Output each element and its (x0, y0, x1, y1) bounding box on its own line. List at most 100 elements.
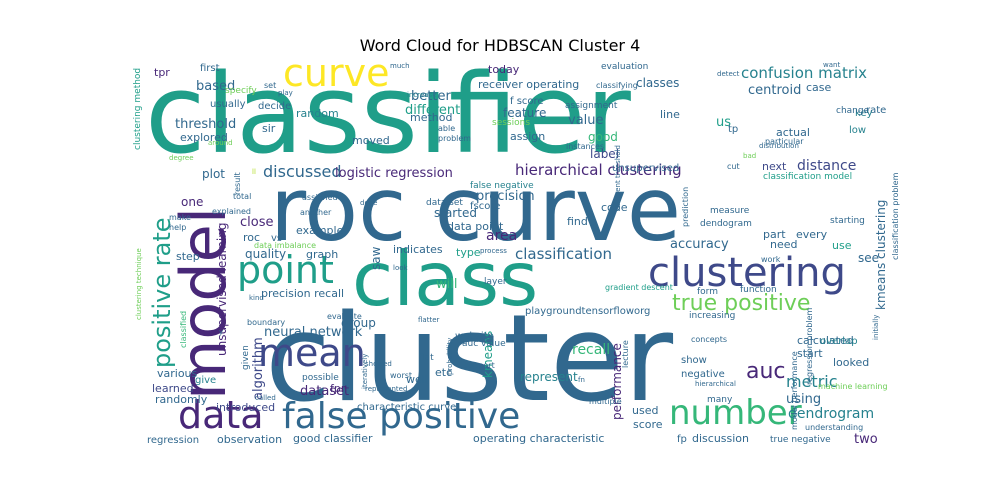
word-assignment: assignment (565, 101, 618, 111)
word-feature: feature (503, 106, 546, 120)
word-today: today (488, 63, 520, 76)
word-every: every (796, 228, 828, 241)
word-different: different (405, 103, 460, 118)
word-actual: actual (776, 126, 810, 139)
word-want: want (823, 61, 840, 69)
word-method: method (410, 111, 452, 124)
word-vs: vs (271, 233, 282, 244)
word-help: help (169, 223, 186, 232)
word-show: show (681, 355, 707, 366)
word-detect: detect (717, 70, 740, 78)
word-machine-learning: machine learning (818, 382, 888, 391)
word-play: play (278, 89, 293, 97)
cloud-background (120, 60, 890, 450)
word-rate: rate (866, 105, 886, 116)
word-data: data (178, 393, 264, 437)
word-regression: regression (147, 435, 199, 446)
word-data-imbalance: data imbalance (254, 241, 316, 250)
word-metric: metric (786, 372, 838, 391)
word-algorithm: algorithm (251, 337, 266, 400)
word-classification-problem: classification problem (891, 172, 900, 260)
word-false-negative: false negative (470, 181, 534, 191)
word-unsupervised-learning: unsupervised learning (215, 223, 229, 356)
word-work: work (761, 255, 781, 264)
word-better: better (411, 89, 451, 104)
word-auc-value: auc value (462, 339, 506, 349)
word-initially: initially (872, 315, 880, 340)
word-using: using (786, 392, 821, 407)
word-overlap: overlap (820, 336, 858, 347)
word-next: next (762, 160, 787, 173)
word-case: case (806, 81, 832, 94)
word-data-point: data point (447, 220, 504, 233)
word-good: good (588, 130, 618, 144)
word-indicates: indicates (393, 243, 443, 256)
word-curve: curve (283, 51, 389, 95)
word-different-threshold: different threshold (614, 145, 622, 210)
word-able: able (438, 124, 455, 133)
word-usually: usually (210, 99, 246, 110)
word-positive-rate: positive rate (148, 217, 176, 368)
word-classifier: classifier (145, 50, 632, 178)
word-tpr: tpr (154, 66, 170, 79)
word-change: change (836, 106, 870, 116)
word-given: given (241, 345, 251, 370)
word-us: us (716, 115, 731, 130)
word-degree: degree (169, 154, 194, 162)
word-bad: bad (743, 152, 756, 160)
word-observation: observation (217, 433, 282, 446)
word-quality: quality (245, 247, 286, 261)
word-discussed: discussed (263, 162, 342, 181)
word-started: started (434, 206, 477, 220)
word-multiple: multiple (589, 397, 622, 406)
word-showed: showed (365, 360, 392, 368)
word-key: key (855, 108, 873, 119)
word-confusion-matrix: confusion matrix (741, 64, 867, 82)
word-etc: etc (435, 366, 452, 379)
word-probability: probability (446, 338, 454, 375)
word-tp: tp (728, 124, 738, 135)
word-classified: classified (179, 311, 188, 348)
word-well: well (406, 373, 428, 386)
word-two: two (854, 432, 878, 447)
word-various: various (157, 367, 198, 380)
word-recall: recall (572, 342, 610, 358)
word-f-score: f score (510, 96, 544, 107)
word-type: type (456, 246, 481, 259)
word-explained: explained (212, 207, 251, 216)
word-operating-characteristic: operating characteristic (473, 432, 604, 445)
word-looked: looked (833, 356, 869, 369)
word-kmeans-clustering: kmeans clustering (874, 200, 888, 310)
word-sessions: sessions (492, 118, 530, 128)
word-threshold: threshold (175, 117, 236, 132)
word-explored: explored (180, 131, 228, 144)
word-fscore: fscore (470, 201, 500, 212)
word-problem: problem (438, 134, 471, 143)
word-starting: starting (830, 216, 865, 226)
word-done: done (360, 199, 377, 207)
word-layer: layer (484, 277, 507, 287)
word-specify: specify (225, 86, 257, 96)
word-fpr: fpr (330, 382, 346, 395)
word-measure: measure (710, 206, 750, 216)
word-increase: increase (407, 91, 437, 99)
word-process: process (480, 247, 507, 255)
word-discussion: discussion (692, 432, 749, 445)
word-prediction: prediction (681, 187, 690, 227)
word-lecture: lecture (621, 340, 630, 368)
word-need: need (770, 238, 798, 251)
word-sir: sir (262, 122, 276, 135)
word-roc-curve: roc curve (270, 158, 681, 261)
word-cluster: cluster (265, 290, 674, 429)
word-around: around (208, 139, 233, 147)
word-centroid: centroid (748, 83, 801, 98)
word-plot: plot (202, 167, 225, 181)
word-will: will (436, 277, 457, 292)
word-flatter: flatter (418, 316, 439, 324)
word-label: label (590, 147, 619, 161)
word-point: point (237, 248, 334, 292)
word-class: class (352, 235, 538, 323)
word-kind: kind (249, 294, 264, 302)
word-flat: flat (419, 353, 434, 363)
